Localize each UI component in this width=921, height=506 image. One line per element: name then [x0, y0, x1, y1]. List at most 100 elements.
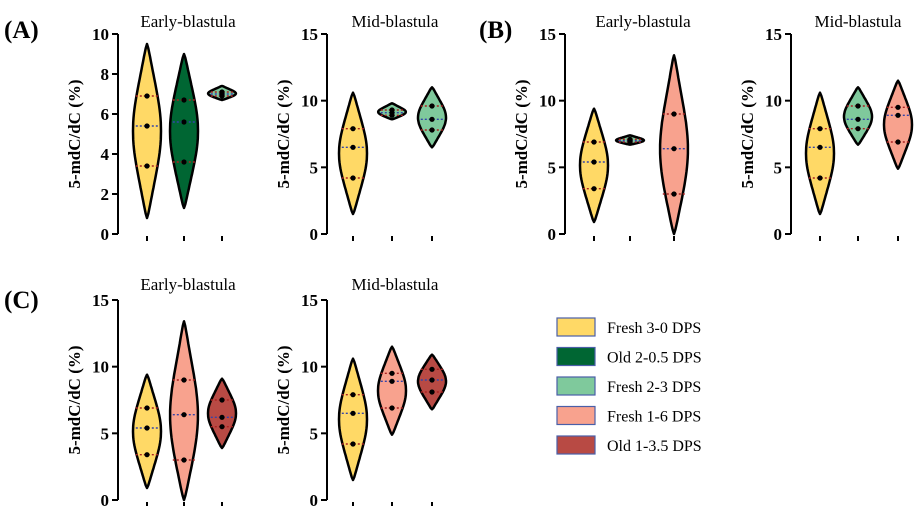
y-tick-label: 10: [301, 358, 318, 377]
chart-title: Early-blastula: [140, 275, 236, 294]
violin-median-point: [855, 116, 861, 122]
violin-body: [337, 357, 369, 482]
y-tick-label: 10: [92, 25, 109, 44]
violin-q1-point: [817, 175, 823, 181]
violin-q3-point: [429, 103, 435, 109]
violin-body: [376, 345, 408, 436]
legend-swatch: [556, 317, 596, 337]
y-axis-label: 5-mdC/dC (%): [274, 79, 293, 188]
legend: Fresh 3-0 DPS Old 2-0.5 DPS Fresh 2-3 DPS F…: [556, 317, 702, 455]
violin-q1-point: [429, 127, 435, 133]
chart-panel: Mid-blastula 5-mdC/dC (%) 0 5 10 15: [738, 12, 914, 244]
chart-panel: Early-blastula 5-mdC/dC (%) 0 5 10 15: [512, 12, 691, 244]
chart-title: Early-blastula: [140, 12, 236, 31]
panel-letter: (C): [4, 287, 39, 314]
violin-q1-point: [895, 139, 901, 145]
violin-q1-point: [350, 441, 356, 447]
violin-q3-point: [817, 126, 823, 132]
violin-median-point: [895, 112, 901, 118]
violin-q1-point: [181, 159, 187, 165]
y-axis-label: 5-mdC/dC (%): [738, 79, 757, 188]
violin-median-point: [591, 159, 597, 165]
y-tick-label: 0: [310, 225, 319, 244]
y-axis-label: 5-mdC/dC (%): [274, 345, 293, 454]
y-tick-label: 15: [765, 25, 782, 44]
violin-q3-point: [181, 97, 187, 103]
y-tick-label: 15: [301, 25, 318, 44]
chart-panel: Mid-blastula 5-mdC/dC (%) 0 5 10 15: [274, 275, 448, 506]
violin-median-point: [671, 146, 677, 152]
legend-swatch: [556, 435, 596, 455]
violin-body: [168, 320, 200, 502]
chart-title: Early-blastula: [595, 12, 691, 31]
violin-q1-point: [389, 405, 395, 411]
y-tick-label: 15: [301, 291, 318, 310]
violin-q3-point: [389, 107, 395, 113]
violin-body: [131, 373, 163, 490]
y-tick-label: 6: [101, 105, 110, 124]
violin-q3-point: [144, 405, 150, 411]
violin-median-point: [181, 119, 187, 125]
legend-label: Old 1-3.5 DPS: [607, 438, 702, 455]
violin-body: [882, 79, 914, 170]
chart-title: Mid-blastula: [352, 275, 439, 294]
y-tick-label: 5: [101, 424, 110, 443]
violin-body: [131, 42, 163, 220]
violin-q1-point: [350, 175, 356, 181]
violin-q1-point: [671, 191, 677, 197]
y-tick-label: 0: [101, 491, 110, 506]
y-tick-label: 8: [101, 65, 110, 84]
violin-q3-point: [855, 103, 861, 109]
violin-median-point: [817, 144, 823, 150]
y-tick-label: 4: [101, 145, 110, 164]
legend-label: Old 2-0.5 DPS: [607, 350, 702, 367]
chart-panel: Mid-blastula 5-mdC/dC (%) 0 5 10 15: [274, 12, 448, 244]
violin-median-point: [429, 377, 435, 383]
y-tick-label: 10: [301, 92, 318, 111]
violin-body: [168, 52, 200, 210]
y-axis-label: 5-mdC/dC (%): [65, 345, 84, 454]
violin-median-point: [429, 116, 435, 122]
legend-label: Fresh 1-6 DPS: [607, 409, 701, 426]
violin-body: [578, 107, 610, 224]
y-tick-label: 0: [101, 225, 110, 244]
y-tick-label: 15: [539, 25, 556, 44]
legend-swatch: [556, 405, 596, 426]
violin-median-point: [219, 414, 225, 420]
violin-q3-point: [389, 370, 395, 376]
violin-q1-point: [144, 163, 150, 169]
chart-panel: Early-blastula 5-mdC/dC (%) 0 2 4 6 8 10: [65, 12, 238, 244]
y-tick-label: 0: [548, 225, 557, 244]
violin-median-point: [144, 123, 150, 129]
violin-body: [658, 54, 690, 236]
violin-q3-point: [350, 392, 356, 398]
violin-q3-point: [219, 89, 225, 95]
violin-median-point: [350, 144, 356, 150]
y-tick-label: 5: [548, 158, 557, 177]
y-axis-label: 5-mdC/dC (%): [65, 79, 84, 188]
violin-q3-point: [144, 93, 150, 99]
violin-q3-point: [350, 126, 356, 132]
violin-q3-point: [591, 139, 597, 145]
legend-swatch: [556, 346, 596, 367]
violin-q1-point: [181, 457, 187, 463]
violin-median-point: [389, 378, 395, 384]
y-tick-label: 10: [539, 92, 556, 111]
y-tick-label: 15: [92, 291, 109, 310]
y-tick-label: 2: [101, 185, 110, 204]
violin-q1-point: [855, 126, 861, 132]
legend-swatch: [556, 376, 596, 396]
y-tick-label: 10: [765, 92, 782, 111]
violin-median-point: [181, 412, 187, 418]
violin-body: [337, 91, 369, 216]
panel-letter: (B): [479, 17, 512, 44]
violin-q3-point: [627, 136, 633, 142]
violin-q3-point: [181, 377, 187, 383]
y-tick-label: 10: [92, 358, 109, 377]
violin-q3-point: [671, 111, 677, 117]
chart-title: Mid-blastula: [815, 12, 902, 31]
legend-label: Fresh 3-0 DPS: [607, 320, 701, 337]
chart-title: Mid-blastula: [352, 12, 439, 31]
